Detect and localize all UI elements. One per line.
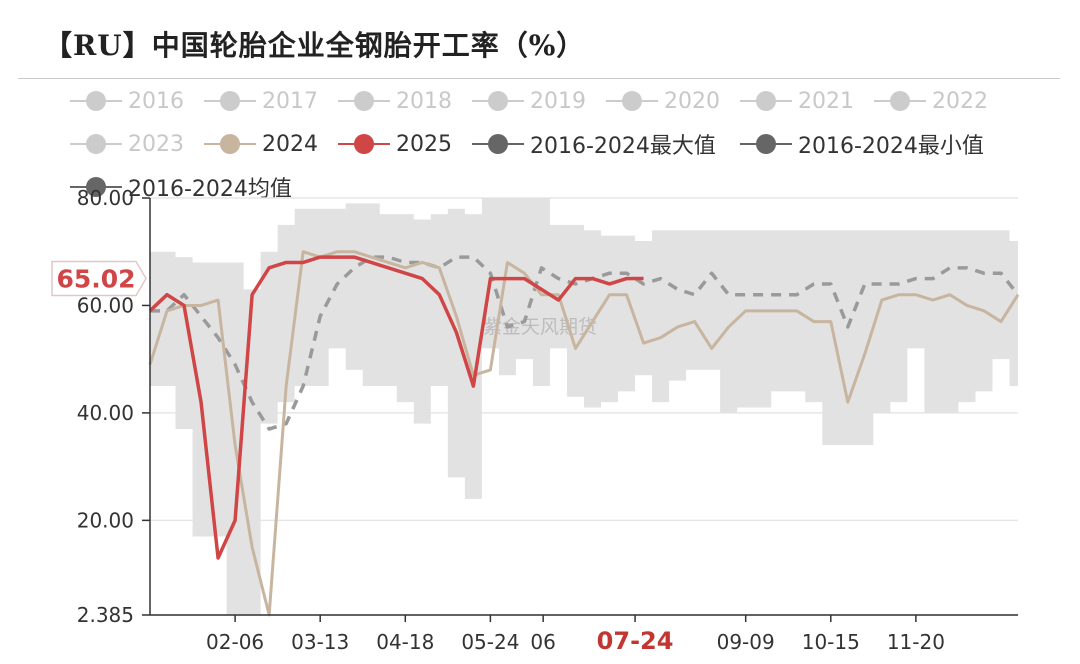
legend-label: 2016-2024最小值 (798, 134, 984, 159)
legend-item-2021[interactable]: 2021 (740, 86, 854, 116)
legend-item-2025[interactable]: 2025 (338, 129, 452, 159)
legend-swatch (740, 86, 792, 116)
series-line-2016-2024均值 (150, 255, 1020, 431)
legend-label: 2017 (262, 88, 318, 114)
legend-swatch (338, 129, 390, 159)
x-tick-label: 05-24 (461, 630, 519, 654)
legend-swatch (70, 86, 122, 116)
legend-swatch (70, 129, 122, 159)
y-tick-label: 60.00 (77, 293, 134, 317)
value-pointer: 65.02 (51, 260, 147, 297)
legend-swatch (338, 86, 390, 116)
y-tick-label: 80.00 (77, 186, 134, 210)
chart-title: 【RU】中国轮胎企业全钢胎开工率（%） (44, 29, 586, 62)
x-tick-label: 07-24 (597, 627, 674, 655)
legend-label: 2025 (396, 131, 452, 157)
x-tick-label: 04-18 (376, 630, 434, 654)
legend-item-2019[interactable]: 2019 (472, 86, 586, 116)
legend-swatch (606, 86, 658, 116)
pointer-badge (51, 260, 147, 297)
legend-item-2018[interactable]: 2018 (338, 86, 452, 116)
legend-label: 2016 (128, 88, 184, 114)
legend-swatch (204, 86, 256, 116)
pointer-value: 65.02 (56, 264, 135, 293)
min-max-band (150, 198, 1018, 615)
legend-label: 2019 (530, 88, 586, 114)
watermark: 紫金天风期货 (483, 316, 597, 338)
legend-swatch (70, 172, 122, 202)
legend-swatch (472, 129, 524, 159)
axes: 2.385 20.00 40.00 60.00 80.00 02-06 03-13 04-18… (77, 186, 1018, 655)
y-tick-label: 20.00 (77, 508, 134, 532)
series-line-2025 (148, 255, 644, 560)
band-area-max-min (150, 198, 1018, 615)
legend-item-2024[interactable]: 2024 (204, 129, 318, 159)
legend-label: 2020 (664, 88, 720, 114)
legend-item-2016-2024最小值[interactable]: 2016-2024最小值 (740, 129, 984, 159)
x-tick-label: 11-20 (887, 630, 945, 654)
legend-item-2016[interactable]: 2016 (70, 86, 184, 116)
legend-swatch (740, 129, 792, 159)
legend-item-2022[interactable]: 2022 (874, 86, 988, 116)
legend-label: 2023 (128, 131, 184, 157)
x-tick-label: 02-06 (206, 630, 264, 654)
x-tick-label: 03-13 (291, 630, 349, 654)
legend-label: 2022 (932, 88, 988, 114)
legend-item-2017[interactable]: 2017 (204, 86, 318, 116)
legend-swatch (204, 129, 256, 159)
x-tick-label: 09-09 (717, 630, 775, 654)
x-tick-label: 10-15 (802, 630, 860, 654)
legend-swatch (472, 86, 524, 116)
legend-item-2016-2024最大值[interactable]: 2016-2024最大值 (472, 129, 716, 159)
legend-label: 2016-2024最大值 (530, 134, 716, 159)
series-lines (148, 250, 1020, 617)
series-line-2024 (148, 250, 1020, 617)
legend-label: 2021 (798, 88, 854, 114)
legend-item-2023[interactable]: 2023 (70, 129, 184, 159)
legend-label: 2024 (262, 131, 318, 157)
x-tick-label: 06 (530, 630, 555, 654)
legend-item-2020[interactable]: 2020 (606, 86, 720, 116)
y-tick-label: 2.385 (77, 603, 134, 627)
legend-label: 2018 (396, 88, 452, 114)
y-tick-label: 40.00 (77, 401, 134, 425)
legend-swatch (874, 86, 926, 116)
title-divider (18, 78, 1060, 79)
